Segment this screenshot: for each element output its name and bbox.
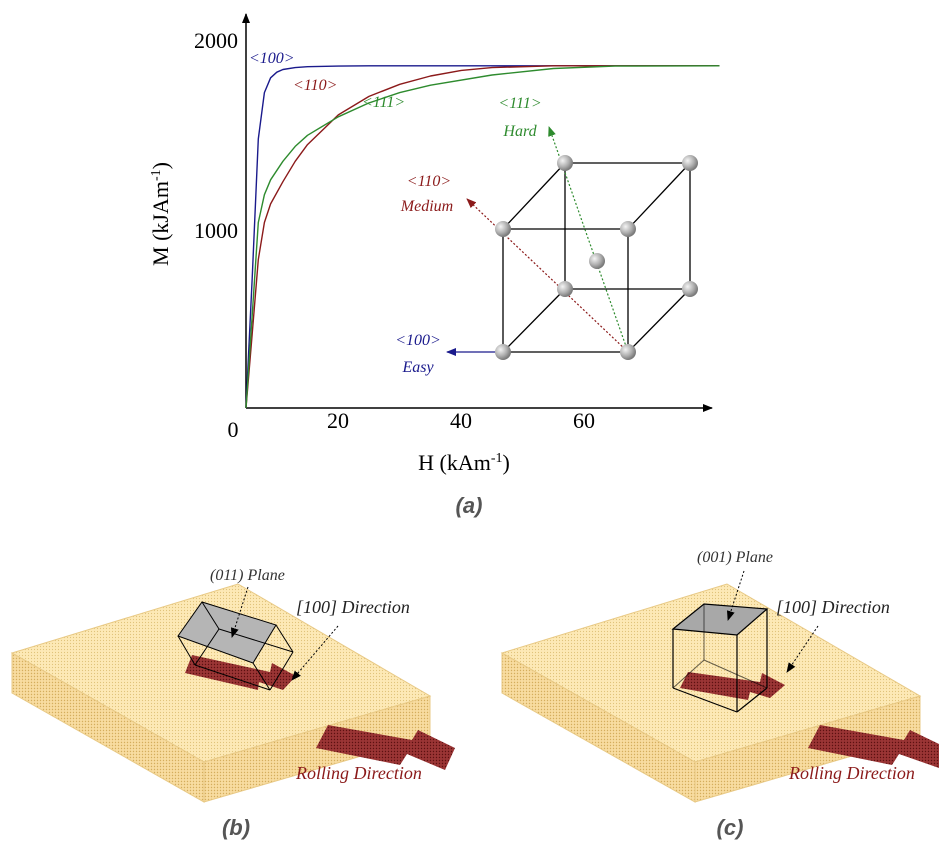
bcc-cube-inset: <111> Hard <110> Medium <100> Easy: [395, 95, 698, 376]
y-axis-label: M (kJAm-1): [148, 162, 173, 266]
series-line-2: [245, 65, 720, 409]
series-layer: [245, 65, 720, 409]
y-tick-1000: 1000: [194, 218, 238, 243]
hard-word-label: Hard: [502, 123, 537, 140]
origin-label: 0: [228, 417, 239, 442]
direction-callout-line: [786, 625, 819, 673]
rolling-label-b: Rolling Direction: [295, 763, 422, 783]
y-tick-2000: 2000: [194, 28, 238, 53]
plane-callout-line: [230, 586, 249, 638]
series-label-100: <100>: [249, 50, 295, 67]
rolling-direction-arrow: [808, 725, 939, 768]
direction-label-c: [100] Direction: [776, 597, 890, 617]
atom: [557, 155, 573, 171]
plane-label-b: (011) Plane: [210, 567, 285, 584]
series-label-110: <110>: [293, 77, 337, 94]
crystal-direction-arrow: [680, 672, 785, 700]
x-tick-60: 60: [573, 408, 595, 433]
x-axis-label: H (kAm-1): [418, 450, 510, 475]
atom: [495, 344, 511, 360]
atom: [620, 221, 636, 237]
plane-callout-line: [726, 570, 745, 621]
atom: [620, 344, 636, 360]
caption-a: (a): [456, 493, 483, 518]
atom: [495, 221, 511, 237]
caption-b: (b): [222, 815, 250, 840]
direction-label-b: [100] Direction: [296, 597, 410, 617]
atom: [557, 281, 573, 297]
series-line-1: [245, 65, 720, 409]
rolling-direction-arrow: [316, 725, 455, 770]
series-line-0: [245, 65, 720, 409]
x-tick-40: 40: [450, 408, 472, 433]
caption-c: (c): [717, 815, 744, 840]
easy-word-label: Easy: [401, 359, 434, 376]
atom-center: [589, 253, 605, 269]
medium-dir-label: <110>: [407, 173, 451, 190]
atom: [682, 281, 698, 297]
medium-direction-line: [466, 198, 629, 353]
atom: [682, 155, 698, 171]
hard-dir-label: <111>: [498, 95, 541, 112]
plane-label-c: (001) Plane: [697, 549, 773, 566]
panel-c: (001) Plane [100] Direction Rolling Dire…: [500, 549, 939, 840]
easy-dir-label: <100>: [395, 332, 441, 349]
series-label-111: <111>: [362, 94, 405, 111]
medium-word-label: Medium: [400, 198, 453, 215]
cube-texture: [671, 603, 769, 713]
rolling-label-c: Rolling Direction: [788, 763, 915, 783]
crystal-direction-arrow: [185, 655, 296, 690]
panel-a-chart: 2000 1000 0 20 40 60 H (kAm-1) M (kJAm-1…: [148, 13, 720, 518]
panel-b: (011) Plane [100] Direction Rolling Dire…: [10, 567, 455, 840]
x-tick-20: 20: [327, 408, 349, 433]
